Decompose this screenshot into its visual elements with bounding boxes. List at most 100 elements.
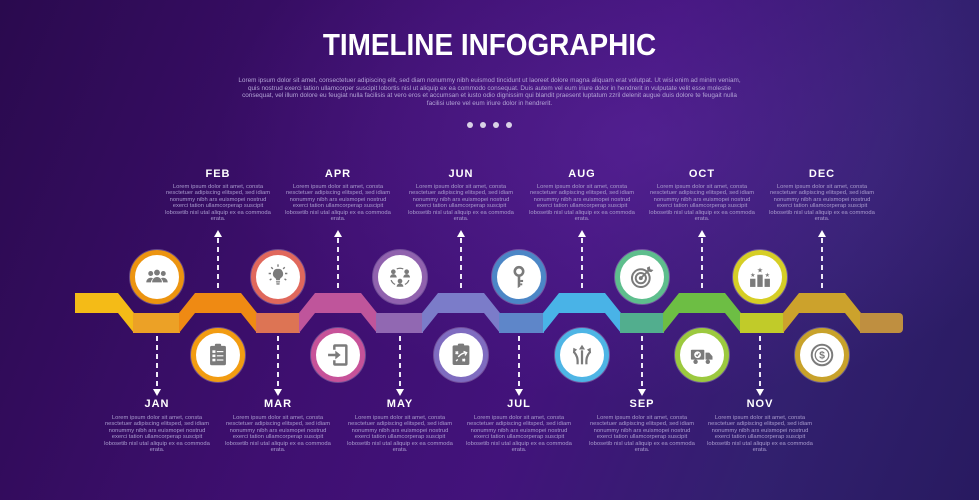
svg-text:★: ★ bbox=[765, 272, 770, 279]
month-icon-circle bbox=[492, 250, 546, 304]
arrow-up-icon bbox=[818, 230, 826, 237]
month-description: Lorem ipsum dolor sit amet, consta nesct… bbox=[347, 415, 453, 454]
month-description: Lorem ipsum dolor sit amet, consta nesct… bbox=[769, 184, 875, 223]
month-label: MAY bbox=[386, 398, 414, 410]
arrow-down-icon bbox=[153, 389, 161, 396]
month-icon-circle bbox=[555, 328, 609, 382]
arrow-up-icon bbox=[578, 230, 586, 237]
timeline-connector bbox=[759, 336, 761, 389]
timeline-connector bbox=[156, 336, 158, 389]
ribbon-segment bbox=[620, 313, 664, 333]
month-item-apr: APR Lorem ipsum dolor sit amet, consta ne… bbox=[280, 0, 396, 500]
checklist-icon bbox=[210, 343, 226, 366]
ribbon-segment bbox=[299, 293, 377, 333]
arrow-up-icon bbox=[457, 230, 465, 237]
month-label: AUG bbox=[568, 168, 596, 180]
month-description: Lorem ipsum dolor sit amet, consta nesct… bbox=[466, 415, 572, 454]
page-title: TIMELINE INFOGRAPHIC bbox=[322, 27, 657, 62]
month-icon-circle bbox=[675, 328, 729, 382]
month-item-may: MAY Lorem ipsum dolor sit amet, consta ne… bbox=[342, 0, 458, 500]
ribbon-segment bbox=[543, 293, 621, 333]
ribbon-segment bbox=[133, 313, 180, 333]
month-item-feb: FEB Lorem ipsum dolor sit amet, consta ne… bbox=[160, 0, 276, 500]
month-label: NOV bbox=[746, 398, 774, 410]
delivery-icon bbox=[690, 349, 713, 364]
month-icon-circle: ★ ★ ★ bbox=[733, 250, 787, 304]
month-description: Lorem ipsum dolor sit amet, consta nesct… bbox=[285, 184, 391, 223]
timeline-connector bbox=[581, 238, 583, 291]
month-label: APR bbox=[324, 168, 352, 180]
month-item-nov: NOV Lorem ipsum dolor sit amet, consta ne… bbox=[702, 0, 818, 500]
arrow-down-icon bbox=[515, 389, 523, 396]
arrow-down-icon bbox=[638, 389, 646, 396]
month-label: JUL bbox=[507, 398, 531, 410]
month-icon-circle bbox=[373, 250, 427, 304]
idea-icon bbox=[268, 264, 288, 285]
dot bbox=[493, 122, 499, 128]
ribbon-segment bbox=[75, 293, 134, 333]
arrow-up-icon bbox=[698, 230, 706, 237]
ranking-icon: ★★★ bbox=[750, 266, 770, 287]
money-icon: $ bbox=[810, 343, 834, 367]
svg-text:★: ★ bbox=[757, 266, 763, 274]
month-icon-circle bbox=[191, 328, 245, 382]
month-label: DEC bbox=[808, 168, 836, 180]
network-icon bbox=[389, 267, 411, 287]
ribbon-segment bbox=[499, 313, 544, 333]
intro-paragraph: Lorem ipsum dolor sit amet, consectetuer… bbox=[238, 77, 741, 108]
timeline-connector bbox=[217, 238, 219, 291]
month-description: Lorem ipsum dolor sit amet, consta nesct… bbox=[104, 415, 210, 454]
arrow-down-icon bbox=[396, 389, 404, 396]
arrow-down-icon bbox=[756, 389, 764, 396]
month-description: Lorem ipsum dolor sit amet, consta nesct… bbox=[707, 415, 813, 454]
timeline-connector bbox=[641, 336, 643, 389]
month-label: SEP bbox=[629, 398, 655, 410]
month-item-dec: DEC Lorem ipsum dolor sit amet, consta ne… bbox=[764, 0, 880, 500]
ribbon-segment bbox=[860, 313, 903, 333]
month-label: FEB bbox=[205, 168, 231, 180]
ribbon-segment bbox=[783, 293, 861, 333]
month-description: Lorem ipsum dolor sit amet, consta nesct… bbox=[649, 184, 755, 223]
month-item-jun: JUN Lorem ipsum dolor sit amet, consta ne… bbox=[403, 0, 519, 500]
login-icon bbox=[328, 344, 348, 366]
month-description: Lorem ipsum dolor sit amet, consta nesct… bbox=[529, 184, 635, 223]
ribbon-segment bbox=[376, 313, 423, 333]
timeline-connector bbox=[701, 238, 703, 291]
svg-text:★: ★ bbox=[750, 272, 755, 279]
dot bbox=[506, 122, 512, 128]
month-label: MAR bbox=[263, 398, 293, 410]
arrow-down-icon bbox=[274, 389, 282, 396]
month-icon-circle bbox=[130, 250, 184, 304]
month-label: JAN bbox=[144, 398, 170, 410]
month-item-oct: OCT Lorem ipsum dolor sit amet, consta ne… bbox=[644, 0, 760, 500]
month-label: JUN bbox=[448, 168, 474, 180]
divider-dots bbox=[0, 122, 979, 128]
month-description: Lorem ipsum dolor sit amet, consta nesct… bbox=[589, 415, 695, 454]
month-item-aug: AUG Lorem ipsum dolor sit amet, consta ne… bbox=[524, 0, 640, 500]
timeline-connector bbox=[399, 336, 401, 389]
month-item-jul: JUL Lorem ipsum dolor sit amet, consta ne… bbox=[461, 0, 577, 500]
team-icon bbox=[146, 269, 168, 283]
month-icon-circle bbox=[251, 250, 305, 304]
month-description: Lorem ipsum dolor sit amet, consta nesct… bbox=[408, 184, 514, 223]
arrow-up-icon bbox=[214, 230, 222, 237]
ribbon-segment bbox=[740, 313, 784, 333]
timeline-connector bbox=[518, 336, 520, 389]
ribbon-segment bbox=[179, 293, 257, 333]
dot bbox=[480, 122, 486, 128]
month-icon-circle: $ bbox=[795, 328, 849, 382]
month-icon-circle bbox=[311, 328, 365, 382]
month-icon-circle bbox=[434, 328, 488, 382]
arrow-up-icon bbox=[334, 230, 342, 237]
timeline-connector bbox=[460, 238, 462, 291]
key-icon bbox=[513, 265, 525, 289]
month-label: OCT bbox=[688, 168, 716, 180]
month-item-mar: MAR Lorem ipsum dolor sit amet, consta ne… bbox=[220, 0, 336, 500]
month-description: Lorem ipsum dolor sit amet, consta nesct… bbox=[225, 415, 331, 454]
ribbon-segment bbox=[256, 313, 300, 333]
ribbon-segment bbox=[663, 293, 741, 333]
timeline-connector bbox=[821, 238, 823, 291]
month-description: Lorem ipsum dolor sit amet, consta nesct… bbox=[165, 184, 271, 223]
target-icon bbox=[630, 266, 654, 289]
